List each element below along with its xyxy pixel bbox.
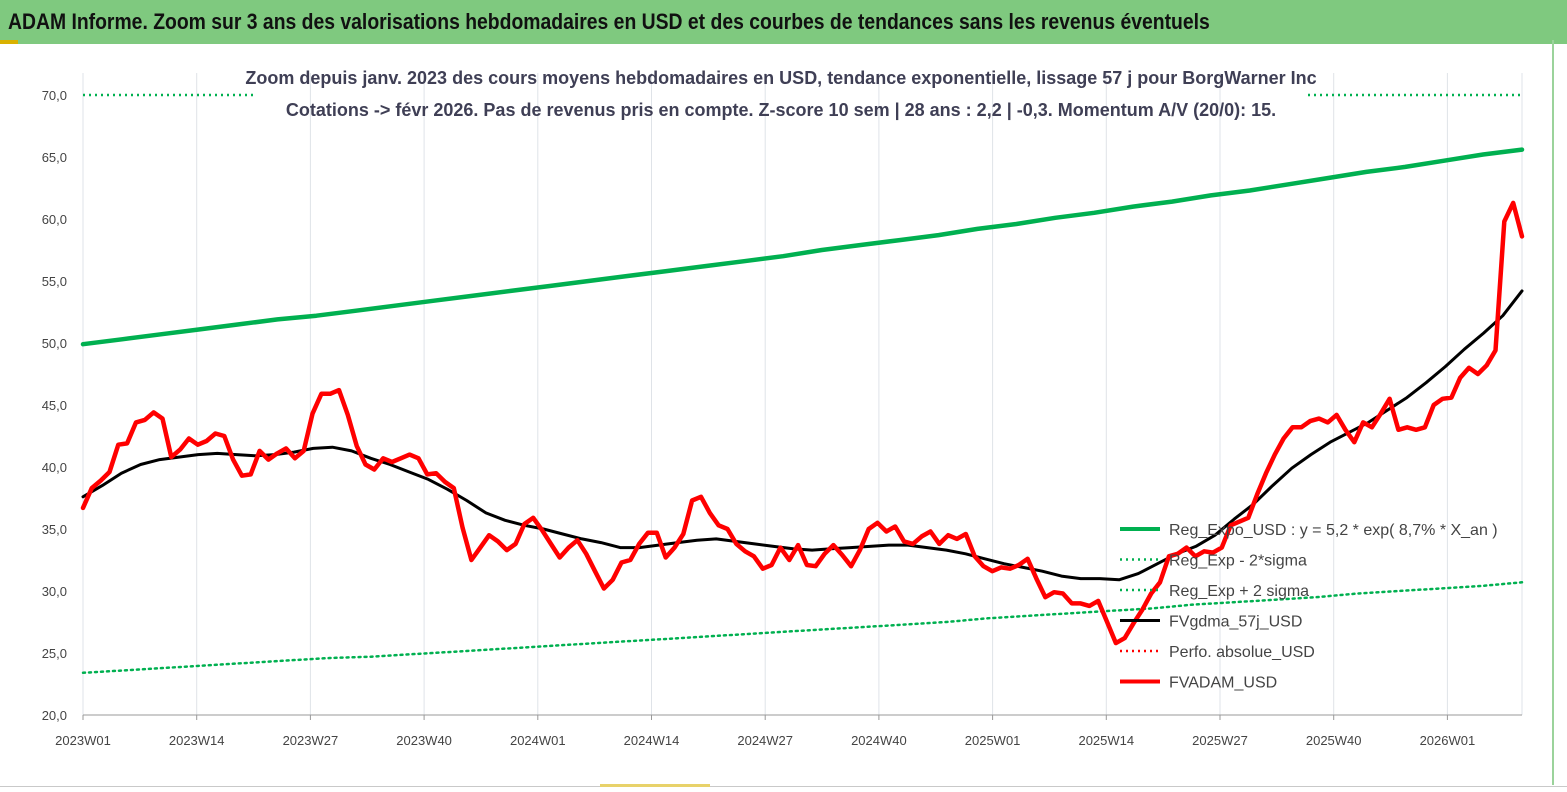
legend-label: FVADAM_USD [1169, 675, 1277, 692]
bottom-accent-mark [600, 784, 710, 787]
y-tick-label: 35,0 [42, 522, 67, 537]
x-tick-label: 2024W01 [510, 733, 566, 748]
series-line-1 [81, 581, 1524, 675]
y-tick-label: 45,0 [42, 398, 67, 413]
y-tick-label: 20,0 [42, 708, 67, 723]
x-tick-label: 2023W40 [396, 733, 452, 748]
bottom-border-rule [0, 786, 1567, 787]
x-tick-label: 2025W27 [1192, 733, 1248, 748]
axis-layer: 20,0 25,0 30,0 35,0 40,0 45,0 50,0 55,0 60,0 65,0… [42, 88, 1522, 748]
chart-title-line-2: Cotations -> févr 2026. Pas de revenus p… [286, 100, 1276, 120]
y-tick-label: 55,0 [42, 274, 67, 289]
y-tick-label: 40,0 [42, 460, 67, 475]
x-tick-label: 2023W14 [169, 733, 225, 748]
y-tick-label: 60,0 [42, 212, 67, 227]
x-tick-label: 2024W14 [624, 733, 680, 748]
series-layer [80, 93, 1525, 675]
legend-label: Perfo. absolue_USD [1169, 644, 1315, 661]
legend-label: Reg_Expo_USD : y = 5,2 * exp( 8,7% * X_a… [1169, 522, 1498, 539]
series-line-3 [81, 289, 1524, 582]
x-tick-label: 2025W40 [1306, 733, 1362, 748]
y-tick-label: 65,0 [42, 150, 67, 165]
y-tick-label: 50,0 [42, 336, 67, 351]
x-tick-label: 2023W27 [283, 733, 339, 748]
y-tick-label: 70,0 [42, 88, 67, 103]
y-tick-label: 30,0 [42, 584, 67, 599]
x-tick-label: 2026W01 [1420, 733, 1476, 748]
x-tick-label: 2025W14 [1078, 733, 1134, 748]
legend-label: FVgdma_57j_USD [1169, 614, 1302, 631]
x-tick-label: 2023W01 [55, 733, 111, 748]
report-banner: ADAM Informe. Zoom sur 3 ans des valoris… [0, 0, 1567, 44]
x-tick-label: 2024W40 [851, 733, 907, 748]
legend-label: Reg_Exp + 2 sigma [1169, 583, 1309, 600]
series-line-0 [80, 147, 1525, 347]
legend: Reg_Expo_USD : y = 5,2 * exp( 8,7% * X_a… [1120, 522, 1498, 692]
chart-title-line-1: Zoom depuis janv. 2023 des cours moyens … [245, 68, 1316, 88]
banner-title: ADAM Informe. Zoom sur 3 ans des valoris… [8, 9, 1210, 34]
grid-layer [82, 73, 1523, 715]
series-line-5 [80, 200, 1525, 646]
legend-label: Reg_Exp - 2*sigma [1169, 553, 1307, 570]
right-border-rule [1552, 40, 1554, 785]
x-tick-label: 2024W27 [737, 733, 793, 748]
banner-corner-accent [0, 40, 18, 44]
y-tick-label: 25,0 [42, 646, 67, 661]
x-tick-label: 2025W01 [965, 733, 1021, 748]
